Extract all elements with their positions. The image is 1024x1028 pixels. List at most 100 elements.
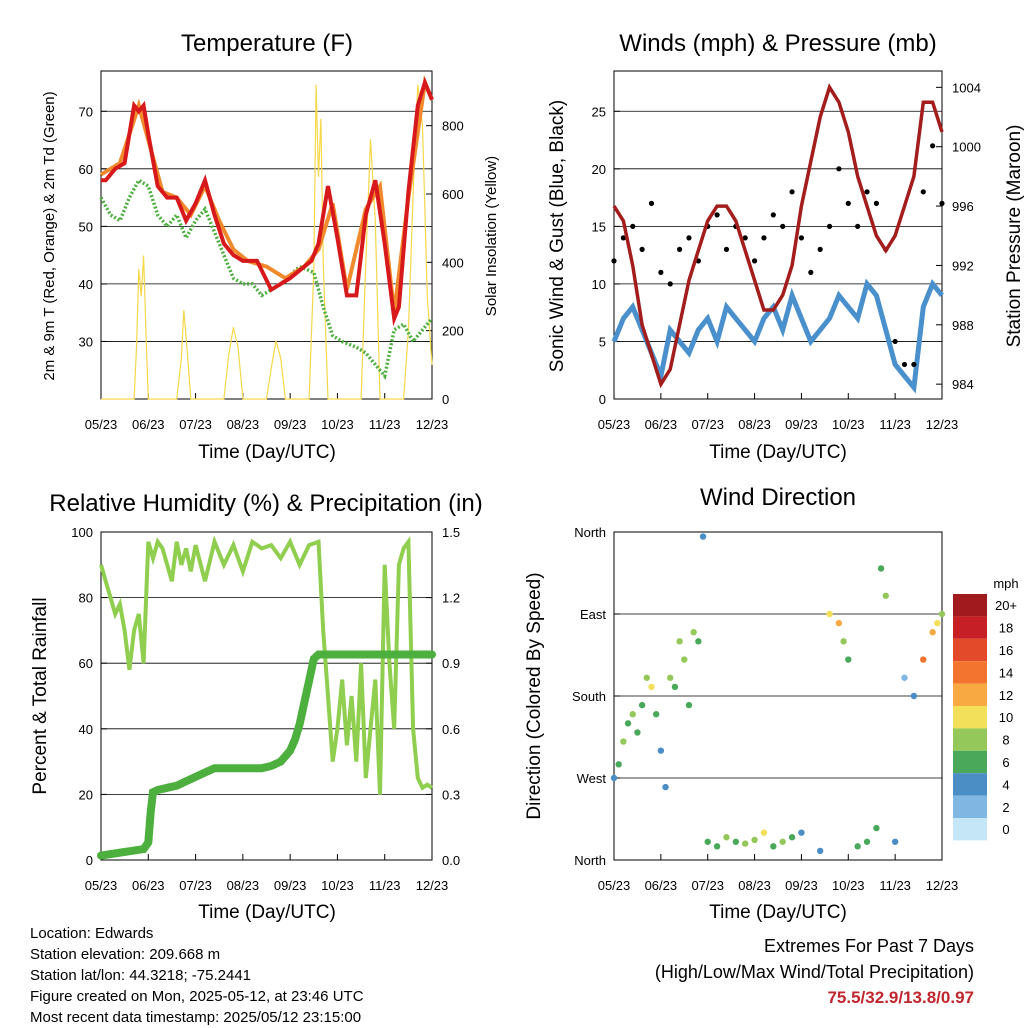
gust-point (901, 361, 908, 368)
direction-point (779, 838, 786, 845)
legend-swatch (953, 818, 987, 841)
winds-y-tick-label: 25 (592, 104, 606, 119)
direction-point (732, 838, 740, 845)
figure-created: Figure created on Mon, 2025-05-12, at 23… (30, 988, 364, 1005)
winds-y-tick-label: 5 (599, 334, 606, 349)
humidity-ylabel: Percent & Total Rainfall (30, 597, 51, 794)
direction-point (634, 729, 641, 736)
pressure-ylabel: Station Pressure (Maroon) (1004, 125, 1024, 348)
direction-point (620, 738, 627, 745)
direction-point (835, 619, 843, 627)
direction-point (624, 720, 632, 727)
direction-point (826, 610, 833, 618)
direction-point (695, 638, 702, 645)
legend-swatch (953, 750, 987, 774)
direction-x-tick-label: 07/23 (691, 878, 724, 893)
gust-point (789, 189, 795, 195)
solar-y2-tick-label: 600 (442, 187, 464, 202)
direction-x-tick-label: 08/23 (738, 878, 771, 893)
direction-point (845, 656, 852, 663)
direction-point (770, 843, 777, 850)
direction-point (854, 843, 861, 850)
gust-point (780, 223, 786, 229)
humidity-x-tick-label: 07/23 (179, 878, 212, 893)
direction-point (652, 711, 660, 718)
direction-x-tick-label: 12/23 (926, 878, 959, 893)
rh-series-line (99, 535, 434, 795)
winds-panel: Winds (mph) & Pressure (mb) Time (Day/UT… (547, 30, 1024, 463)
temperature-y-tick-label: 50 (79, 219, 93, 234)
precip-series-line (97, 650, 436, 860)
legend-swatch (953, 594, 987, 617)
direction-point (643, 674, 650, 681)
direction-point (929, 629, 936, 636)
humidity-x-tick-label: 12/23 (416, 878, 449, 893)
legend-label: 8 (1002, 733, 1009, 748)
direction-point (648, 683, 655, 691)
humidity-x-tick-label: 06/23 (132, 878, 165, 893)
gust-point (826, 223, 833, 229)
gust-point (920, 189, 926, 195)
direction-point (863, 838, 871, 845)
winds-x-tick-label: 12/23 (926, 417, 959, 432)
humidity-x-tick-label: 05/23 (85, 878, 118, 893)
direction-y-tick-label: South (572, 689, 606, 704)
pressure-y2-tick-label: 992 (952, 258, 974, 273)
solar-y2-tick-label: 400 (442, 255, 464, 270)
legend-label: 16 (999, 643, 1013, 658)
gust-point (864, 189, 870, 195)
direction-x-tick-label: 09/23 (785, 878, 818, 893)
legend-swatch (953, 616, 987, 639)
direction-point (751, 836, 758, 844)
temperature-x-tick-label: 09/23 (274, 417, 307, 432)
gust-point (648, 200, 655, 206)
gust-point (714, 212, 720, 218)
direction-point (615, 761, 622, 768)
direction-point (798, 829, 805, 836)
legend-swatch (953, 638, 987, 662)
direction-point (667, 674, 674, 681)
legend-label: 6 (1002, 755, 1009, 770)
pressure-y2-tick-label: 1004 (952, 80, 981, 95)
gust-point (798, 235, 805, 241)
winds-ylabel: Sonic Wind & Gust (Blue, Black) (547, 100, 568, 372)
rain-y2-tick-label: 1.5 (442, 525, 460, 540)
winds-x-tick-label: 11/23 (879, 417, 911, 432)
direction-point (882, 592, 889, 599)
temperature-ylabel: 2m & 9m T (Red, Orange) & 2m Td (Green) (41, 91, 58, 380)
gust-point (723, 246, 730, 252)
recent-timestamp: Most recent data timestamp: 2025/05/12 2… (30, 1009, 362, 1026)
solar-y2-tick-label: 800 (442, 119, 464, 134)
direction-point (704, 838, 711, 845)
gust-point (620, 235, 626, 241)
rain-y2-tick-label: 0.0 (442, 853, 460, 868)
gust-point (658, 269, 664, 276)
humidity-y-tick-label: 40 (79, 722, 93, 737)
gust-point (677, 246, 683, 252)
legend-label: 4 (1002, 777, 1009, 792)
station-elevation: Station elevation: 209.668 m (30, 946, 221, 963)
direction-point (657, 747, 665, 754)
humidity-y-tick-label: 60 (79, 656, 93, 671)
station-latlon: Station lat/lon: 44.3218; -75.2441 (30, 967, 252, 984)
legend-swatch (953, 661, 987, 684)
extremes-heading: Extremes For Past 7 Days (763, 936, 974, 956)
speed-legend: 20+ 18 16 14 12 10 8 6 4 2 0 (953, 594, 1017, 841)
solar-y2-tick-label: 0 (442, 392, 449, 407)
direction-y-tick-label: West (577, 771, 607, 786)
wind-direction-ylabel: Direction (Colored By Speed) (524, 572, 545, 819)
temperature-x-tick-label: 07/23 (179, 417, 212, 432)
legend-label: 18 (999, 621, 1013, 636)
gust-point (939, 200, 945, 206)
pressure-y2-tick-label: 996 (952, 199, 974, 214)
extremes-subheading: (High/Low/Max Wind/Total Precipitation) (654, 962, 974, 982)
humidity-y-tick-label: 100 (71, 525, 93, 540)
gust-point (873, 200, 880, 206)
direction-x-tick-label: 11/23 (879, 878, 911, 893)
solar-series-line (101, 84, 433, 400)
winds-y-tick-label: 0 (599, 392, 606, 407)
pressure-y2-tick-label: 988 (952, 318, 974, 333)
gust-point (742, 235, 748, 241)
wind-direction-title: Wind Direction (700, 484, 856, 511)
